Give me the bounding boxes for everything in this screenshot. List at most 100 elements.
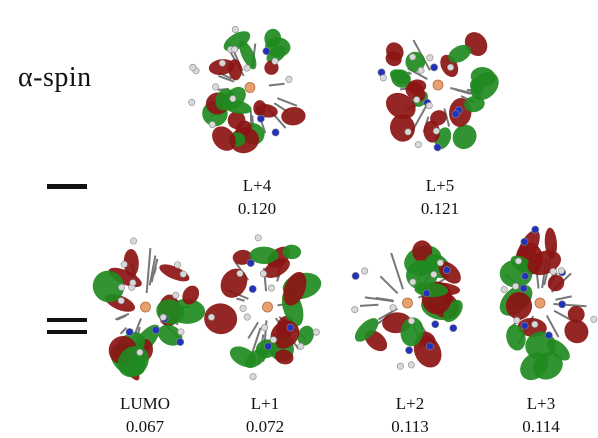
orbital-image-l3: [484, 228, 596, 378]
bond: [236, 299, 244, 301]
orbital-svg: [88, 232, 203, 382]
hydrogen-atom: [255, 235, 261, 241]
bond: [147, 248, 151, 293]
hydrogen-atom: [219, 60, 225, 66]
hydrogen-atom: [313, 329, 319, 335]
hydrogen-atom: [431, 271, 437, 277]
hydrogen-atom: [270, 337, 276, 343]
hydrogen-atom: [286, 76, 292, 82]
hydrogen-atom: [414, 97, 420, 103]
hydrogen-atom: [272, 58, 278, 64]
hydrogen-atom: [550, 268, 556, 274]
hydrogen-atom: [244, 65, 250, 71]
metal-atom: [263, 302, 273, 312]
hydrogen-atom: [408, 362, 414, 368]
hydrogen-atom: [268, 285, 274, 291]
hydrogen-atom: [427, 55, 433, 61]
bond: [248, 322, 258, 338]
nitrogen-atom: [532, 226, 539, 233]
hydrogen-atom: [250, 373, 256, 379]
hydrogen-atom: [240, 305, 246, 311]
metal-atom: [403, 298, 413, 308]
nitrogen-atom: [249, 285, 256, 292]
orbital-image-l2: [350, 228, 465, 378]
hydrogen-atom: [261, 324, 267, 330]
orbital-label: LUMO: [100, 392, 190, 415]
hydrogen-atom: [514, 317, 520, 323]
orbital-svg: [378, 10, 498, 160]
hydrogen-atom: [260, 270, 266, 276]
orbital-label: L+2: [365, 392, 455, 415]
hydrogen-atom: [118, 297, 124, 303]
nitrogen-atom: [545, 332, 552, 339]
hydrogen-atom: [591, 316, 597, 322]
hydrogen-atom: [173, 292, 179, 298]
energy-level-bar-lower-1: [47, 318, 87, 322]
nitrogen-atom: [272, 129, 279, 136]
orbital-lobe: [203, 302, 239, 336]
hydrogen-atom: [189, 99, 195, 105]
metal-atom: [433, 80, 443, 90]
orbital-energy: 0.067: [100, 415, 190, 438]
orbital-energy: 0.121: [395, 197, 485, 220]
nitrogen-atom: [287, 324, 294, 331]
orbital-caption-l5: L+5 0.121: [395, 174, 485, 220]
orbital-svg: [350, 228, 465, 378]
bond: [391, 253, 403, 289]
hydrogen-atom: [426, 102, 432, 108]
nitrogen-atom: [152, 326, 159, 333]
hydrogen-atom: [433, 128, 439, 134]
nitrogen-atom: [434, 144, 441, 151]
hydrogen-atom: [405, 129, 411, 135]
hydrogen-atom: [298, 343, 304, 349]
hydrogen-atom: [501, 286, 507, 292]
metal-atom: [245, 83, 255, 93]
nitrogen-atom: [423, 290, 430, 297]
hydrogen-atom: [415, 141, 421, 147]
orbital-image-l1: [210, 232, 325, 382]
energy-level-bar-lower-2: [47, 330, 87, 334]
orbital-image-l4: [190, 15, 310, 160]
hydrogen-atom: [160, 314, 166, 320]
nitrogen-atom: [426, 343, 433, 350]
orbital-caption-l1: L+1 0.072: [220, 392, 310, 438]
nitrogen-atom: [265, 343, 272, 350]
orbital-svg: [190, 15, 310, 160]
bond: [555, 296, 571, 299]
bond: [277, 98, 297, 106]
orbital-label: L+1: [220, 392, 310, 415]
hydrogen-atom: [408, 318, 414, 324]
hydrogen-atom: [532, 321, 538, 327]
nitrogen-atom: [559, 301, 566, 308]
orbital-energy: 0.114: [496, 415, 586, 438]
hydrogen-atom: [447, 64, 453, 70]
orbital-image-lumo: [88, 232, 203, 382]
orbital-caption-l3: L+3 0.114: [496, 392, 586, 438]
nitrogen-atom: [432, 321, 439, 328]
orbital-caption-l4: L+4 0.120: [212, 174, 302, 220]
hydrogen-atom: [232, 26, 238, 32]
orbital-caption-l2: L+2 0.113: [365, 392, 455, 438]
orbital-energy: 0.120: [212, 197, 302, 220]
nitrogen-atom: [177, 338, 184, 345]
hydrogen-atom: [231, 46, 237, 52]
hydrogen-atom: [237, 270, 243, 276]
energy-level-bar-upper: [47, 184, 87, 189]
hydrogen-atom: [209, 121, 215, 127]
spin-title: α-spin: [18, 62, 92, 94]
hydrogen-atom: [130, 280, 136, 286]
nitrogen-atom: [450, 324, 457, 331]
nitrogen-atom: [405, 347, 412, 354]
bond: [380, 276, 397, 293]
orbital-svg: [484, 228, 596, 378]
hydrogen-atom: [212, 84, 218, 90]
hydrogen-atom: [180, 271, 186, 277]
hydrogen-atom: [208, 314, 214, 320]
nitrogen-atom: [431, 64, 438, 71]
orbital-lobe: [215, 264, 252, 303]
hydrogen-atom: [137, 349, 143, 355]
nitrogen-atom: [257, 115, 264, 122]
bond: [269, 84, 285, 86]
hydrogen-atom: [190, 64, 196, 70]
bond: [360, 305, 378, 306]
